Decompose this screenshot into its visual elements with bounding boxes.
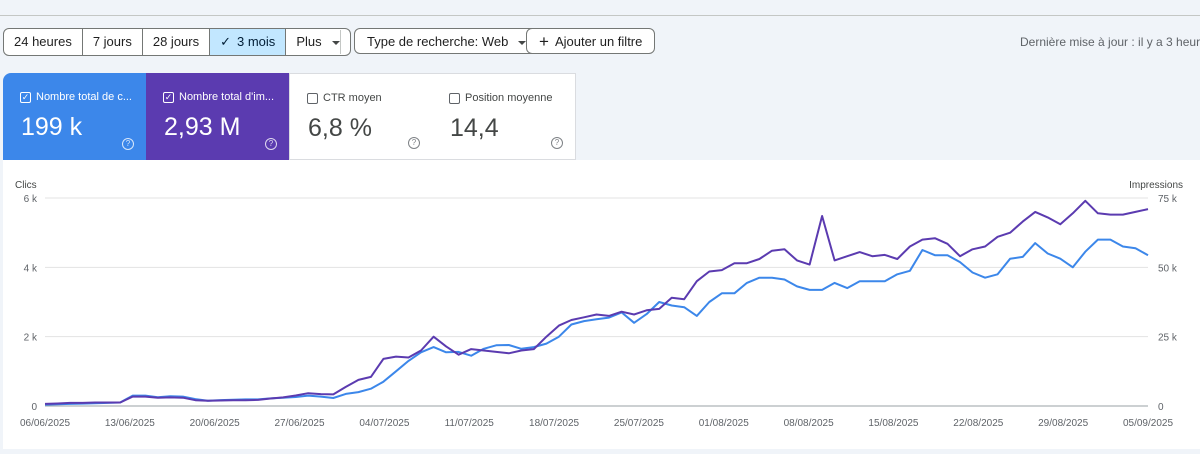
metric-value: 6,8 % [308,114,372,142]
date-range-selector: 24 heures 7 jours 28 jours ✓ 3 mois Plus [3,28,351,56]
range-3m-label: 3 mois [237,34,276,49]
y-tick-label-right: 0 [1158,402,1164,413]
help-icon[interactable]: ? [408,137,420,149]
help-icon[interactable]: ? [122,138,134,150]
y-tick-label-right: 50 k [1158,263,1178,274]
x-tick-label: 29/08/2025 [1038,418,1088,429]
plus-icon: + [539,32,549,51]
range-3m-button[interactable]: ✓ 3 mois [210,29,287,55]
x-tick-label: 11/07/2025 [445,418,495,429]
x-tick-label: 08/08/2025 [784,418,834,429]
metric-card-impressions[interactable]: ✓ Nombre total d'im... 2,93 M ? [146,73,289,160]
add-filter-label: Ajouter un filtre [554,34,643,49]
y-axis-title-left: Clics [15,180,37,191]
checkbox-icon[interactable] [449,93,460,104]
y-tick-label-left: 0 [31,402,37,413]
metric-card-clicks[interactable]: ✓ Nombre total de c... 199 k ? [3,73,146,160]
performance-chart-svg: 0 0 2 k 25 k 4 k 50 k 6 k 75 k Clics Impressions 0… [15,180,1183,429]
checkbox-icon[interactable]: ✓ [163,92,174,103]
x-tick-label: 20/06/2025 [190,418,240,429]
x-tick-label: 27/06/2025 [275,418,325,429]
range-28d-button[interactable]: 28 jours [143,29,211,55]
x-tick-label: 22/08/2025 [953,418,1003,429]
add-filter-button[interactable]: + Ajouter un filtre [526,28,656,54]
x-tick-label: 18/07/2025 [529,418,579,429]
x-tick-label: 05/09/2025 [1123,418,1173,429]
metric-label: CTR moyen [323,92,382,104]
checkbox-icon[interactable]: ✓ [20,92,31,103]
metric-label: Position moyenne [465,92,553,104]
metric-value: 14,4 [450,114,499,142]
metric-value: 2,93 M [164,113,241,141]
x-tick-label: 04/07/2025 [359,418,409,429]
range-more-label: Plus [296,34,322,49]
range-more-button[interactable]: Plus [286,29,349,55]
y-tick-label-right: 25 k [1158,333,1178,344]
search-type-dropdown[interactable]: Type de recherche: Web [354,28,540,54]
metric-label: Nombre total de c... [36,91,132,103]
series-line-impressions [44,199,1149,405]
y-tick-label-right: 75 k [1158,194,1178,205]
series-line-clics [44,238,1149,406]
range-7d-button[interactable]: 7 jours [83,29,143,55]
caret-down-icon [518,40,527,45]
top-divider [0,15,1200,16]
metric-card-ctr[interactable]: CTR moyen 6,8 % ? [289,73,432,160]
x-tick-label: 13/06/2025 [105,418,155,429]
checkbox-icon[interactable] [307,93,318,104]
last-update-text: Dernière mise à jour : il y a 3 heures [1020,35,1200,49]
x-tick-label: 06/06/2025 [20,418,70,429]
y-axis-title-right: Impressions [1129,180,1183,191]
y-tick-label-left: 6 k [24,194,38,205]
performance-chart: 0 0 2 k 25 k 4 k 50 k 6 k 75 k Clics Impressions 0… [3,160,1200,449]
x-tick-label: 01/08/2025 [699,418,749,429]
metric-card-position[interactable]: Position moyenne 14,4 ? [432,73,576,160]
check-icon: ✓ [220,34,232,49]
x-tick-label: 25/07/2025 [614,418,664,429]
search-type-label: Type de recherche: Web [367,34,509,49]
y-tick-label-left: 2 k [24,333,38,344]
x-tick-label: 15/08/2025 [868,418,918,429]
caret-down-icon [331,40,340,45]
metric-label: Nombre total d'im... [179,91,275,103]
help-icon[interactable]: ? [265,138,277,150]
metric-value: 199 k [21,113,83,141]
range-24h-button[interactable]: 24 heures [4,29,83,55]
help-icon[interactable]: ? [551,137,563,149]
y-tick-label-left: 4 k [24,263,38,274]
toolbar-divider [340,30,341,54]
